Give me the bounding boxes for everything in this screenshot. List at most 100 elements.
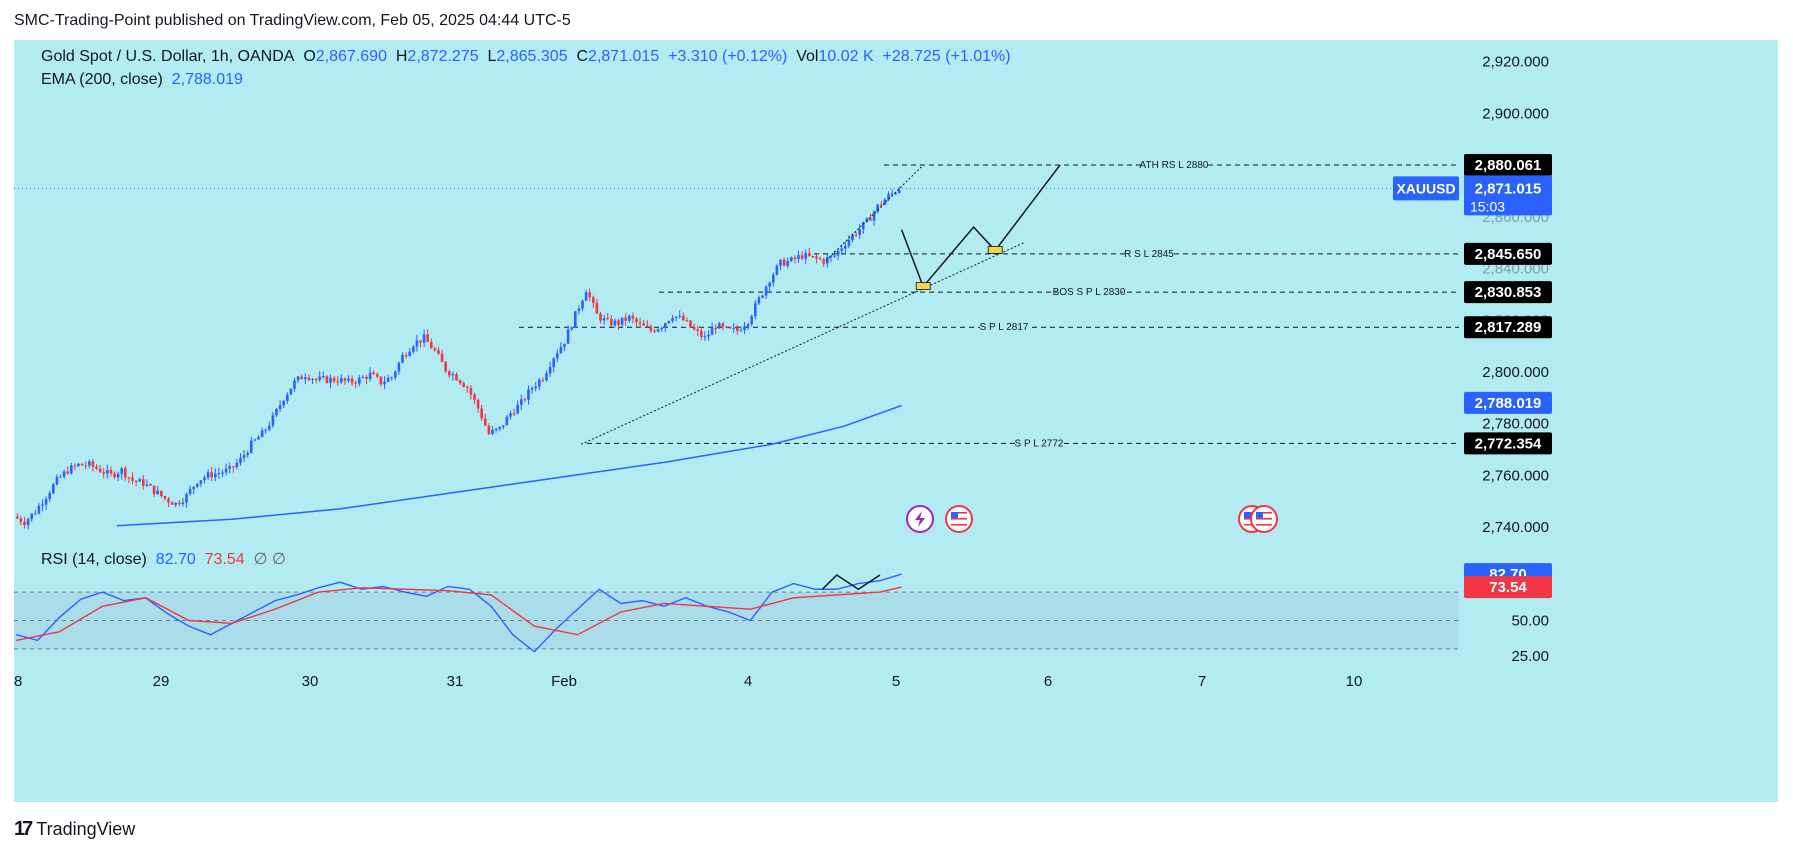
candle-up[interactable] bbox=[394, 371, 397, 378]
candle-up[interactable] bbox=[88, 461, 91, 466]
candle-up[interactable] bbox=[451, 374, 455, 376]
candle-down[interactable] bbox=[588, 292, 591, 298]
candle-up[interactable] bbox=[361, 377, 365, 379]
candle-up[interactable] bbox=[203, 477, 206, 481]
candle-up[interactable] bbox=[304, 377, 307, 380]
candle-down[interactable] bbox=[210, 472, 213, 478]
candle-down[interactable] bbox=[725, 326, 728, 328]
candle-up[interactable] bbox=[797, 255, 800, 259]
candle-up[interactable] bbox=[703, 336, 707, 338]
candle-down[interactable] bbox=[736, 327, 739, 331]
candle-down[interactable] bbox=[343, 378, 347, 381]
candle-up[interactable] bbox=[498, 426, 501, 429]
candle-up[interactable] bbox=[836, 250, 840, 256]
candle-down[interactable] bbox=[815, 256, 818, 259]
candle-down[interactable] bbox=[617, 320, 620, 325]
candle-down[interactable] bbox=[696, 329, 699, 331]
candle-down[interactable] bbox=[466, 386, 469, 389]
candle-up[interactable] bbox=[192, 486, 195, 490]
candle-down[interactable] bbox=[592, 297, 595, 303]
candle-up[interactable] bbox=[502, 425, 505, 427]
candle-down[interactable] bbox=[426, 334, 429, 343]
candle-up[interactable] bbox=[844, 245, 847, 249]
candle-down[interactable] bbox=[476, 399, 480, 409]
candle-up[interactable] bbox=[858, 229, 861, 235]
candle-up[interactable] bbox=[293, 380, 296, 389]
candle-down[interactable] bbox=[880, 204, 883, 206]
footer-brand[interactable]: 17 TradingView bbox=[14, 818, 135, 841]
candle-down[interactable] bbox=[73, 465, 77, 467]
candle-down[interactable] bbox=[606, 318, 609, 320]
candle-up[interactable] bbox=[538, 379, 541, 387]
channel-line[interactable] bbox=[825, 164, 924, 262]
candle-up[interactable] bbox=[520, 399, 523, 405]
candle-down[interactable] bbox=[124, 468, 127, 478]
candle-up[interactable] bbox=[268, 425, 271, 430]
candle-down[interactable] bbox=[178, 502, 181, 505]
candle-up[interactable] bbox=[397, 362, 401, 372]
candle-up[interactable] bbox=[786, 260, 789, 266]
candle-up[interactable] bbox=[804, 253, 807, 259]
candle-up[interactable] bbox=[246, 452, 249, 456]
candle-up[interactable] bbox=[347, 378, 350, 381]
candle-up[interactable] bbox=[106, 469, 109, 474]
candle-up[interactable] bbox=[77, 463, 80, 466]
candle-up[interactable] bbox=[48, 493, 51, 499]
candle-down[interactable] bbox=[84, 465, 87, 467]
candle-down[interactable] bbox=[433, 348, 437, 351]
level-price-tag[interactable] bbox=[1464, 281, 1552, 304]
candle-up[interactable] bbox=[224, 468, 228, 473]
candle-up[interactable] bbox=[667, 320, 671, 324]
lightning-icon[interactable] bbox=[906, 505, 934, 533]
candle-down[interactable] bbox=[325, 376, 329, 383]
candle-up[interactable] bbox=[34, 513, 37, 515]
candle-down[interactable] bbox=[307, 377, 311, 380]
candle-down[interactable] bbox=[800, 255, 804, 259]
candle-down[interactable] bbox=[523, 399, 527, 401]
level-price-tag[interactable] bbox=[1464, 432, 1552, 455]
candle-down[interactable] bbox=[818, 258, 822, 260]
candle-up[interactable] bbox=[764, 286, 768, 296]
candle-down[interactable] bbox=[854, 234, 858, 236]
candle-up[interactable] bbox=[890, 193, 894, 195]
candle-down[interactable] bbox=[782, 259, 786, 266]
candle-up[interactable] bbox=[628, 315, 631, 321]
candle-down[interactable] bbox=[170, 502, 174, 505]
candle-up[interactable] bbox=[221, 472, 224, 474]
candle-up[interactable] bbox=[743, 326, 746, 331]
candle-up[interactable] bbox=[790, 257, 793, 261]
candle-down[interactable] bbox=[822, 259, 825, 264]
candle-up[interactable] bbox=[286, 394, 289, 401]
candle-up[interactable] bbox=[674, 316, 678, 319]
candle-down[interactable] bbox=[631, 315, 635, 319]
rsi-legend[interactable]: RSI (14, close) 82.70 73.54 ∅ ∅ bbox=[41, 549, 286, 569]
candle-up[interactable] bbox=[829, 255, 833, 258]
candle-up[interactable] bbox=[340, 378, 343, 383]
candle-down[interactable] bbox=[473, 394, 476, 400]
candle-up[interactable] bbox=[577, 308, 581, 312]
candle-up[interactable] bbox=[329, 377, 332, 383]
candle-up[interactable] bbox=[772, 274, 775, 283]
candle-down[interactable] bbox=[365, 377, 368, 379]
candle-up[interactable] bbox=[887, 194, 890, 200]
candle-up[interactable] bbox=[235, 462, 239, 468]
candle-up[interactable] bbox=[545, 373, 548, 381]
candle-down[interactable] bbox=[512, 413, 516, 415]
candle-up[interactable] bbox=[185, 494, 188, 503]
candle-down[interactable] bbox=[649, 326, 653, 331]
candle-up[interactable] bbox=[383, 381, 386, 385]
candle-up[interactable] bbox=[613, 320, 617, 326]
candle-up[interactable] bbox=[746, 324, 750, 327]
candle-up[interactable] bbox=[250, 440, 253, 453]
candle-up[interactable] bbox=[138, 479, 141, 482]
candle-up[interactable] bbox=[574, 311, 577, 328]
candle-down[interactable] bbox=[599, 313, 602, 321]
candle-down[interactable] bbox=[714, 328, 717, 330]
candle-down[interactable] bbox=[440, 353, 444, 362]
candle-down[interactable] bbox=[646, 325, 649, 327]
candle-up[interactable] bbox=[408, 351, 411, 356]
candle-down[interactable] bbox=[480, 408, 483, 419]
candle-up[interactable] bbox=[358, 377, 361, 384]
candle-down[interactable] bbox=[642, 323, 645, 326]
candle-up[interactable] bbox=[116, 474, 120, 478]
